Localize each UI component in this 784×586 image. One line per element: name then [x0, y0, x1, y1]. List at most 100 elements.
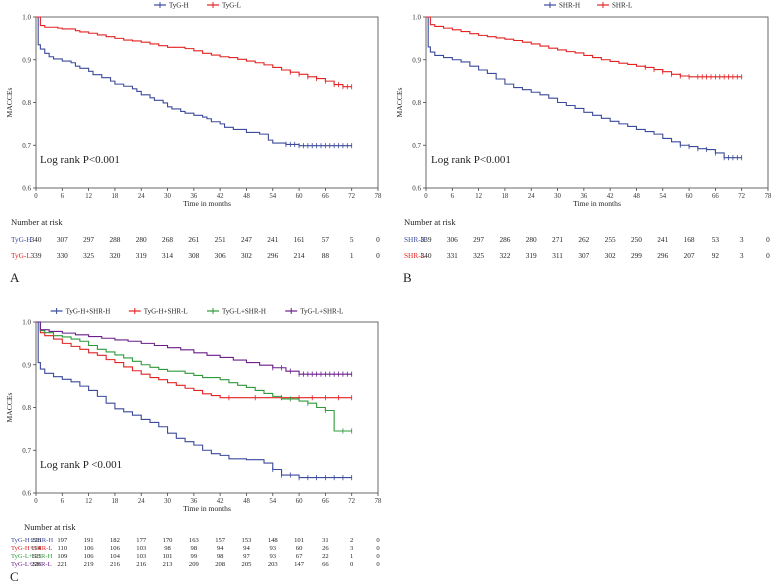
risk-row-label: TyG-H+SHR-L: [11, 545, 52, 552]
risk-cell: 226: [31, 537, 42, 544]
risk-cell: 280: [136, 235, 147, 244]
log-rank-annotation: Log rank P<0.001: [431, 154, 511, 166]
risk-cell: 208: [215, 561, 226, 568]
y-tick-label: 0.7: [22, 142, 31, 150]
risk-cell: 97: [243, 553, 250, 560]
risk-cell: 311: [552, 251, 563, 260]
x-tick-label: 72: [348, 193, 355, 200]
risk-cell: 101: [294, 537, 304, 544]
risk-cell: 203: [268, 561, 279, 568]
x-tick-label: 78: [375, 498, 382, 505]
log-rank-annotation: Log rank P<0.001: [40, 154, 120, 166]
y-tick-label: 0.9: [412, 56, 421, 64]
risk-cell: 26: [322, 545, 329, 552]
risk-cell: 322: [499, 251, 510, 260]
risk-cell: 92: [712, 251, 720, 260]
legend: TyG-H TyG-L: [154, 2, 241, 10]
risk-cell: 93: [269, 545, 276, 552]
risk-cell: 308: [188, 251, 199, 260]
y-tick-label: 1.0: [22, 319, 31, 327]
risk-cell: 307: [578, 251, 589, 260]
risk-table-title: Number at risk: [11, 217, 63, 227]
risk-row-label: SHR-L: [404, 251, 426, 260]
risk-table-title: Number at risk: [24, 522, 76, 532]
x-tick-label: 78: [765, 193, 772, 200]
panel-label: A: [10, 270, 20, 285]
risk-cell: 94: [217, 545, 224, 552]
risk-cell: 216: [136, 561, 147, 568]
x-tick-label: 18: [112, 193, 119, 200]
x-tick-label: 0: [34, 498, 38, 505]
risk-cell: 216: [110, 561, 121, 568]
x-tick-label: 66: [712, 193, 719, 200]
risk-cell: 302: [241, 251, 252, 260]
x-tick-label: 6: [61, 193, 65, 200]
risk-cell: 109: [57, 553, 68, 560]
y-tick-label: 0.9: [22, 56, 31, 64]
risk-cell: 247: [241, 235, 252, 244]
risk-cell: 31: [322, 537, 329, 544]
risk-cell: 262: [578, 235, 589, 244]
panel-a: 0.6 0.7 0.8 0.9 1.0 0 6 12 18 24 30 36 42 48 54 60 66 72 7…: [5, 2, 382, 286]
risk-cell: 207: [684, 251, 695, 260]
risk-cell: 251: [215, 235, 226, 244]
risk-cell: 114: [31, 545, 41, 552]
risk-cell: 163: [189, 537, 200, 544]
risk-cell: 330: [57, 251, 68, 260]
risk-cell: 286: [499, 235, 510, 244]
risk-cell: 191: [84, 537, 94, 544]
legend-label: TyG-L+SHR-H: [222, 308, 266, 316]
risk-cell: 98: [191, 545, 198, 552]
risk-row-label: TyG-L: [11, 251, 31, 260]
panel-c: 0.60.70.80.91.00 6 12 18 24 30 36 42 48 54 60 66 72 7…: [5, 308, 382, 585]
risk-cell: 271: [552, 235, 563, 244]
legend: SHR-H SHR-L: [544, 2, 632, 10]
x-tick-label: 54: [659, 193, 666, 200]
x-tick-label: 18: [112, 498, 119, 505]
x-tick-label: 48: [243, 498, 250, 505]
risk-cell: 296: [267, 251, 278, 260]
curve-shr-l: [426, 16, 742, 78]
x-tick-label: 54: [269, 193, 276, 200]
risk-row-label: TyG-L+SHR-L: [11, 561, 52, 568]
x-tick-label: 78: [375, 193, 382, 200]
risk-cell: 340: [31, 235, 42, 244]
curve-tyg-h-shr-l: [36, 321, 352, 399]
risk-cell: 94: [243, 545, 250, 552]
risk-cell: 182: [110, 537, 120, 544]
x-tick-label: 24: [528, 193, 535, 200]
risk-cell: 93: [269, 553, 276, 560]
legend-label: TyG-H: [169, 2, 189, 10]
x-tick-label: 12: [85, 193, 92, 200]
risk-cell: 205: [242, 561, 253, 568]
risk-cell: 60: [296, 545, 303, 552]
x-tick-label: 72: [348, 498, 355, 505]
y-tick-label: 0.8: [22, 404, 31, 412]
legend-item: SHR-L: [597, 2, 632, 10]
risk-cell: 0: [376, 251, 380, 260]
y-axis-title: MACCEs: [5, 392, 14, 422]
y-axis-title: MACCEs: [5, 87, 14, 117]
risk-cell: 288: [109, 235, 120, 244]
panel-label: C: [10, 569, 19, 584]
legend-item: TyG-H+SHR-L: [128, 308, 188, 316]
x-tick-label: 18: [502, 193, 509, 200]
risk-row-label: TyG-H+SHR-H: [11, 537, 53, 544]
curve-tyg-h-shr-h: [36, 321, 352, 479]
risk-cell: 314: [162, 251, 173, 260]
x-tick-label: 66: [322, 498, 329, 505]
risk-cell: 306: [447, 235, 458, 244]
risk-cell: 307: [57, 235, 68, 244]
risk-cell: 101: [163, 553, 173, 560]
risk-cell: 0: [376, 561, 380, 568]
risk-cell: 302: [605, 251, 616, 260]
legend-item: SHR-H: [544, 2, 580, 10]
risk-cell: 255: [605, 235, 616, 244]
risk-cell: 219: [84, 561, 95, 568]
curve-tyg-l: [36, 16, 352, 88]
y-tick-label: 0.8: [22, 99, 31, 107]
risk-cell: 299: [631, 251, 642, 260]
